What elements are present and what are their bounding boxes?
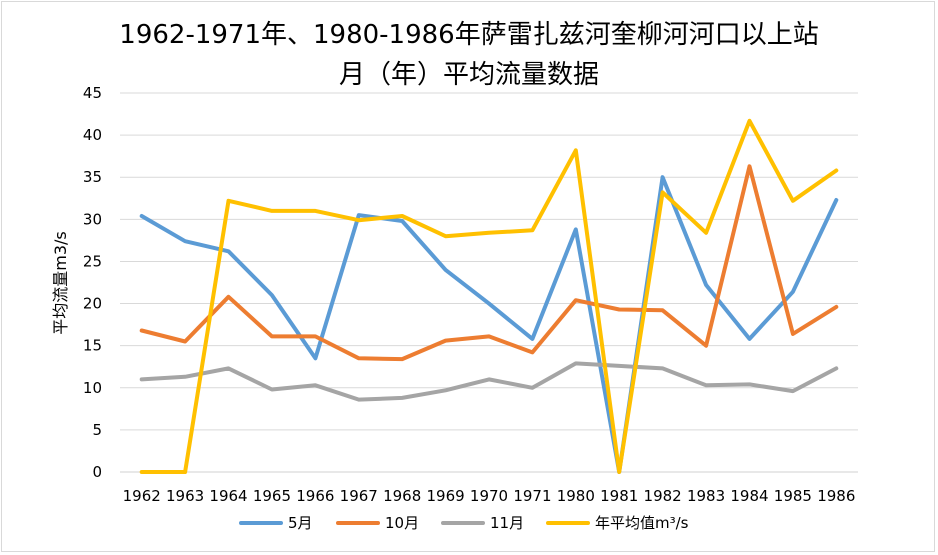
y-tick-label: 40	[83, 126, 102, 144]
x-tick-label: 1968	[383, 487, 421, 505]
y-tick-label: 5	[92, 421, 102, 439]
series-line-2	[139, 164, 839, 362]
x-tick-label: 1967	[340, 487, 378, 505]
y-tick-label: 25	[83, 252, 102, 270]
y-axis-title: 平均流量m3/s	[51, 231, 70, 335]
x-tick-labels: 1962 1963 1964 1965 1966 1967 1968 1969 1970 1971…	[123, 487, 856, 505]
x-tick-label: 1985	[774, 487, 812, 505]
legend-label: 11月	[490, 514, 524, 532]
y-tick-label: 45	[83, 84, 102, 102]
legend-label: 5月	[288, 514, 313, 532]
x-tick-label: 1971	[513, 487, 551, 505]
x-tick-label: 1962	[123, 487, 161, 505]
gridlines	[120, 92, 858, 473]
x-tick-label: 1969	[426, 487, 464, 505]
x-tick-label: 1984	[730, 487, 768, 505]
y-tick-label: 15	[83, 337, 102, 355]
x-tick-label: 1981	[600, 487, 638, 505]
legend: 5月 10月 11月 年平均值m³/s	[239, 514, 689, 532]
x-tick-label: 1982	[644, 487, 682, 505]
x-tick-label: 1970	[470, 487, 508, 505]
x-tick-label: 1983	[687, 487, 725, 505]
chart-title-line1: 1962-1971年、1980-1986年萨雷扎兹河奎柳河河口以上站	[119, 20, 819, 50]
y-tick-label: 10	[83, 379, 102, 397]
series-line-4	[139, 118, 839, 474]
x-tick-label: 1980	[557, 487, 595, 505]
series-line-1	[139, 175, 839, 474]
y-tick-label: 20	[83, 295, 102, 313]
y-tick-labels: 0 5 10 15 20 25 30 35 40 45	[83, 84, 102, 481]
y-tick-label: 0	[92, 463, 102, 481]
x-tick-label: 1986	[817, 487, 855, 505]
x-tick-label: 1964	[209, 487, 247, 505]
chart-title-line2: 月（年）平均流量数据	[338, 60, 599, 90]
x-tick-label: 1963	[166, 487, 204, 505]
y-tick-label: 35	[83, 168, 102, 186]
x-tick-label: 1965	[253, 487, 291, 505]
legend-label: 10月	[385, 514, 419, 532]
y-tick-label: 30	[83, 210, 102, 228]
x-tick-label: 1966	[296, 487, 334, 505]
legend-label: 年平均值m³/s	[595, 514, 689, 532]
series-lines	[139, 118, 839, 474]
series-line-3	[139, 361, 839, 402]
